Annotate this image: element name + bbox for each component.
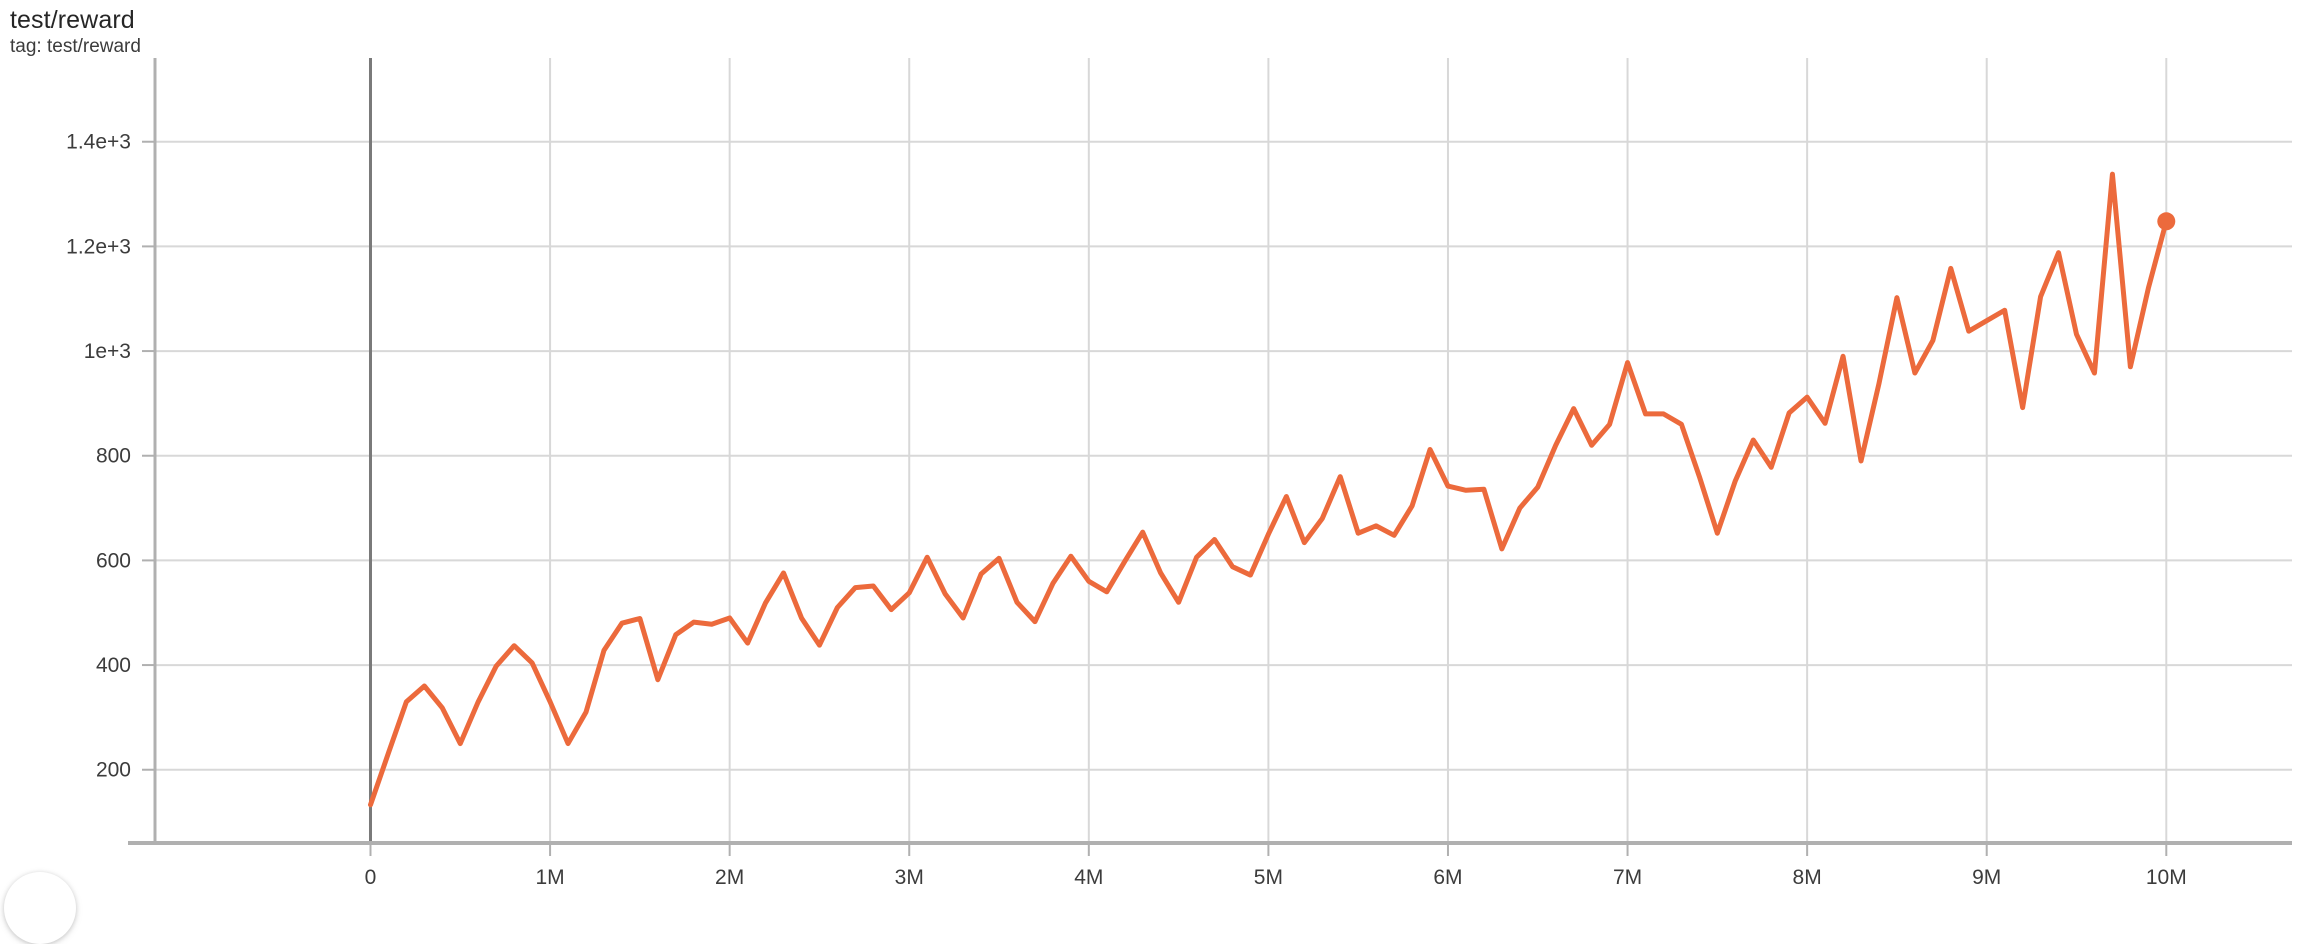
y-tick-label: 1.2e+3 [66,235,131,258]
x-tick-label: 5M [1254,866,1283,889]
gridlines [155,58,2292,843]
tick-labels: 200 400 600 800 1e+3 1.2e+3 1.4e+3 0 1M 2M 3M 4M 5M 6… [66,131,2187,889]
x-tick-label: 8M [1793,866,1822,889]
x-tick-label: 9M [1972,866,2001,889]
x-tick-label: 3M [895,866,924,889]
chart-options-fab[interactable] [4,872,76,944]
y-tick-label: 800 [96,445,131,468]
y-tick-label: 1.4e+3 [66,131,131,154]
y-tick-label: 400 [96,654,131,677]
x-tick-label: 6M [1433,866,1462,889]
chart-tag-subtitle: tag: test/reward [10,36,141,57]
y-tick-label: 200 [96,759,131,782]
series-line [368,171,2169,808]
scalar-chart-card: test/reward tag: test/reward 200 400 600 80… [0,0,2302,896]
x-tick-label: 4M [1074,866,1103,889]
series-endpoint-marker [2157,212,2176,231]
line-chart-svg[interactable]: 200 400 600 800 1e+3 1.2e+3 1.4e+3 0 1M 2M 3M 4M 5M 6… [0,0,2302,896]
x-tick-label: 7M [1613,866,1642,889]
x-tick-label: 0 [365,866,377,889]
x-tick-label: 10M [2146,866,2187,889]
series-layer [368,171,2176,808]
page-title: test/reward [10,6,135,34]
plot-area[interactable]: 200 400 600 800 1e+3 1.2e+3 1.4e+3 0 1M 2M 3M 4M 5M 6… [0,0,2302,896]
x-tick-label: 1M [535,866,564,889]
x-tick-label: 2M [715,866,744,889]
chart-header: test/reward tag: test/reward [10,6,1010,58]
axes [128,58,2292,856]
y-tick-label: 600 [96,549,131,572]
y-tick-label: 1e+3 [84,340,131,363]
